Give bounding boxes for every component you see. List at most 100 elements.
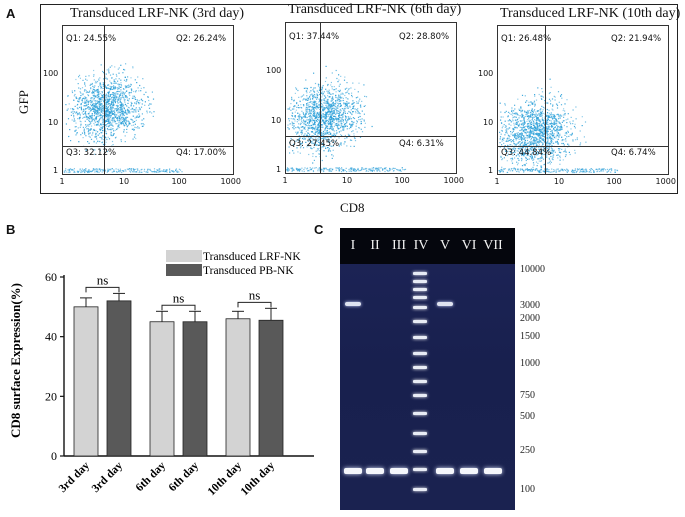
y-axis-title: CD8 surface Expression(%) [8,283,23,438]
gel-header-band [340,228,515,264]
sample-band [484,468,502,474]
sample-band [344,468,362,474]
x-tick-label: 1000 [220,177,241,186]
ladder-band [413,306,427,309]
bar [258,319,284,457]
significance-label: ns [97,272,109,287]
x-tick-label: 1000 [443,176,464,185]
high-mw-band [345,302,361,306]
ladder-size-label: 1500 [520,331,540,342]
x-tick-label: 1 [494,177,500,186]
q4-label: Q4: 17.00% [176,148,227,158]
y-tick-label: 100 [478,68,494,78]
panel-a-letter: A [6,6,16,21]
flow-plot-2-title: Transduced LRF-NK (6th day) [288,2,462,17]
dot-cloud [63,63,183,174]
gate-horizontal-line [286,136,456,137]
flow-plot-1-title: Transduced LRF-NK (3rd day) [70,6,245,21]
significance-bracket [237,301,272,308]
ladder-band [413,352,427,355]
x-tick-label: 10 [118,177,130,186]
x-tick-label: 1 [59,177,65,186]
significance-label: ns [249,287,261,302]
x-tick-label: 6th day [167,459,202,494]
ladder-band [413,296,427,299]
panel-c-letter: C [314,222,324,237]
x-tick-label: 10 [341,176,353,185]
gate-vertical-line [320,23,321,173]
flow-plot-1-dots [63,63,183,174]
ladder-size-label: 250 [520,445,535,456]
ladder-band [413,320,427,323]
q2-label: Q2: 26.24% [176,34,227,44]
bar [225,318,251,457]
y-tick-label: 0 [51,449,57,463]
ladder-band [413,288,427,291]
sample-band [436,468,454,474]
ladder-band [413,412,427,415]
x-tick-label: 10th day [206,459,245,498]
x-tick-label: 3rd day [90,459,126,495]
panel-a-frame [40,4,678,194]
flow-plot-1: Q1: 24.55% Q2: 26.24% Q3: 32.12% Q4: 17.… [62,25,234,175]
significance-bracket [85,286,120,293]
flow-plot-2: Q1: 37.44% Q2: 28.80% Q3: 27.45% Q4: 6.3… [285,22,457,174]
ladder-band [413,366,427,369]
ladder-band [413,272,427,275]
q2-label: Q2: 28.80% [399,32,450,42]
x-tick-label: 1000 [655,177,676,186]
flow-plot-2-dots [286,65,407,173]
q3-label: Q3: 32.12% [66,148,117,158]
x-tick-label: 3rd day [57,459,93,495]
y-tick-label: 40 [45,330,57,344]
sample-band [460,468,478,474]
dot-cloud [286,65,407,173]
bar [149,321,175,457]
bar [182,321,208,457]
x-tick-label: 6th day [134,459,169,494]
gel-image: I II III IV V VI VII [340,228,515,510]
y-tick-label: 100 [43,68,59,78]
panel-b-letter: B [6,222,16,237]
x-tick-label: 100 [394,176,410,185]
ladder-band [413,450,427,453]
y-tick-label: 1 [488,166,494,175]
x-tick-label: 10th day [239,459,278,498]
gel-lane-label: VII [483,238,503,253]
ladder-size-label: 1000 [520,358,540,369]
sample-band [366,468,384,474]
x-tick-label: 100 [171,177,187,186]
q1-label: Q1: 24.55% [66,34,117,44]
y-tick-label: 1 [276,164,282,174]
gel-lane-label: III [392,238,406,253]
legend-swatch [166,264,202,276]
gel-lane-label: VI [461,238,477,253]
ladder-band [413,432,427,435]
cd8-axis-label: CD8 [340,200,365,215]
gate-horizontal-line [498,146,668,147]
gate-horizontal-line [63,146,233,147]
high-mw-band [437,302,453,306]
ladder-band [413,380,427,383]
x-tick-label: 10 [553,177,565,186]
q3-label: Q3: 44.84% [501,148,552,158]
ladder-band [413,280,427,283]
flow-plot-3-title: Transduced LRF-NK (10th day) [500,6,681,21]
ladder-size-label: 3000 [520,300,540,311]
ladder-size-label: 500 [520,411,535,422]
q4-label: Q4: 6.74% [611,148,656,158]
y-tick-label: 60 [45,270,57,284]
dot-cloud [498,78,619,174]
gel-lane-label: I [350,238,356,253]
y-tick-label: 20 [45,389,57,403]
significance-label: ns [173,290,185,305]
legend-label: Transduced PB-NK [203,265,294,277]
flow-plot-3: Q1: 26.48% Q2: 21.94% Q3: 44.84% Q4: 6.7… [497,25,669,175]
ladder-band [413,468,427,471]
ladder-size-label: 2000 [520,313,540,324]
ladder-size-label: 100 [520,484,535,495]
ladder-band [413,488,427,491]
bar [73,306,99,457]
legend-label: Transduced LRF-NK [203,251,301,263]
q1-label: Q1: 37.44% [289,32,340,42]
